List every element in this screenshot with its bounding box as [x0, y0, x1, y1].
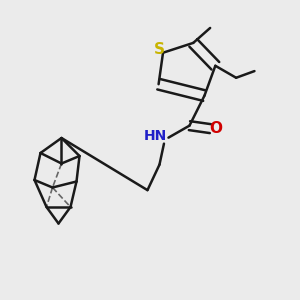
Text: HN: HN	[144, 129, 167, 143]
Text: O: O	[209, 121, 222, 136]
Text: S: S	[154, 42, 165, 57]
